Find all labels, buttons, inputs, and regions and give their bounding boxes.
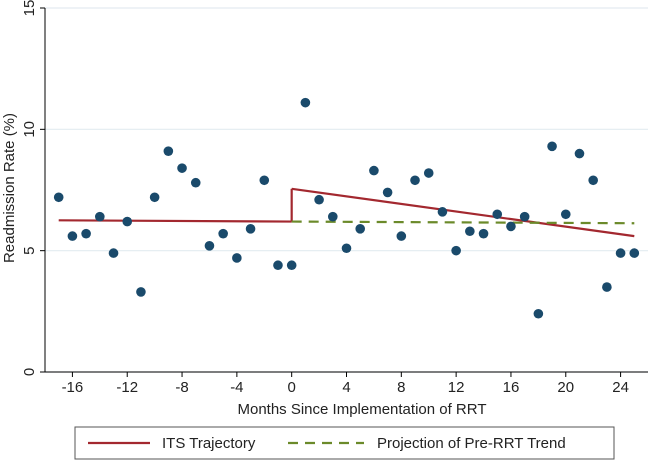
data-point-20 bbox=[327, 211, 338, 222]
data-point-32 bbox=[492, 209, 503, 220]
data-point-8 bbox=[163, 146, 174, 156]
data-point-37 bbox=[560, 209, 571, 220]
axes: 0 5 10 15 -16 -12 -8 -4 0 4 8 12 16 20 24 bbox=[21, 0, 648, 396]
data-point-31 bbox=[478, 228, 489, 239]
x-tick-label: 4 bbox=[342, 379, 350, 396]
data-point-23 bbox=[369, 165, 379, 176]
data-point-33 bbox=[506, 221, 516, 232]
data-point-38 bbox=[574, 148, 585, 159]
y-axis-title: Readmission Rate (%) bbox=[1, 113, 18, 263]
x-tick-label: 0 bbox=[288, 379, 296, 396]
legend-label-projection: Projection of Pre-RRT Trend bbox=[377, 435, 566, 452]
x-tick-label: 12 bbox=[448, 379, 465, 396]
legend-label-its-trajectory: ITS Trajectory bbox=[162, 435, 256, 452]
its-line-segment-2 bbox=[291, 187, 635, 238]
data-point-0 bbox=[53, 192, 64, 203]
data-point-24 bbox=[382, 187, 393, 198]
data-point-36 bbox=[547, 141, 557, 152]
data-point-17 bbox=[286, 260, 297, 271]
data-point-1 bbox=[67, 231, 78, 241]
data-point-7 bbox=[149, 192, 160, 203]
data-point-10 bbox=[190, 177, 201, 188]
data-point-18 bbox=[300, 97, 311, 108]
data-point-11 bbox=[204, 241, 215, 251]
x-tick-label: -12 bbox=[116, 379, 138, 396]
y-tick-label: 15 bbox=[21, 0, 38, 16]
trend-lines bbox=[58, 187, 635, 238]
data-point-25 bbox=[396, 231, 407, 241]
y-tick-label: 10 bbox=[21, 121, 38, 138]
x-tick-label: 16 bbox=[503, 379, 520, 396]
gridlines bbox=[45, 7, 648, 373]
data-point-21 bbox=[341, 243, 352, 254]
x-tick-label: 24 bbox=[612, 379, 629, 396]
data-point-9 bbox=[177, 163, 187, 173]
data-point-29 bbox=[451, 245, 461, 256]
data-point-34 bbox=[519, 211, 530, 222]
data-point-14 bbox=[245, 224, 256, 234]
data-point-16 bbox=[273, 260, 283, 271]
data-point-35 bbox=[533, 308, 544, 319]
data-point-30 bbox=[465, 226, 475, 237]
data-point-42 bbox=[629, 248, 640, 258]
x-tick-label: -16 bbox=[62, 379, 84, 396]
data-point-22 bbox=[355, 224, 366, 234]
x-tick-label: 8 bbox=[397, 379, 405, 396]
data-point-27 bbox=[423, 168, 434, 178]
data-point-6 bbox=[136, 287, 146, 297]
x-tick-label: 20 bbox=[557, 379, 574, 396]
data-point-13 bbox=[232, 253, 242, 263]
x-tick-label: -4 bbox=[230, 379, 243, 396]
data-points bbox=[53, 97, 640, 319]
data-point-41 bbox=[615, 248, 626, 258]
its-line-segment-0 bbox=[58, 219, 292, 223]
projection-line-segment-0 bbox=[291, 220, 635, 225]
data-point-12 bbox=[218, 228, 228, 239]
data-point-26 bbox=[410, 175, 420, 186]
y-tick-label: 0 bbox=[21, 368, 38, 376]
y-tick-label: 5 bbox=[21, 246, 38, 254]
data-point-5 bbox=[122, 216, 133, 227]
data-point-39 bbox=[588, 175, 598, 186]
data-point-19 bbox=[314, 194, 324, 205]
x-axis-title: Months Since Implementation of RRT bbox=[237, 401, 486, 418]
data-point-15 bbox=[259, 175, 270, 186]
data-point-2 bbox=[81, 228, 91, 239]
data-point-40 bbox=[602, 282, 612, 292]
data-point-4 bbox=[108, 248, 119, 258]
x-tick-label: -8 bbox=[175, 379, 188, 396]
data-point-3 bbox=[95, 211, 105, 222]
legend: ITS Trajectory Projection of Pre-RRT Tre… bbox=[74, 426, 615, 460]
data-point-28 bbox=[437, 207, 448, 217]
